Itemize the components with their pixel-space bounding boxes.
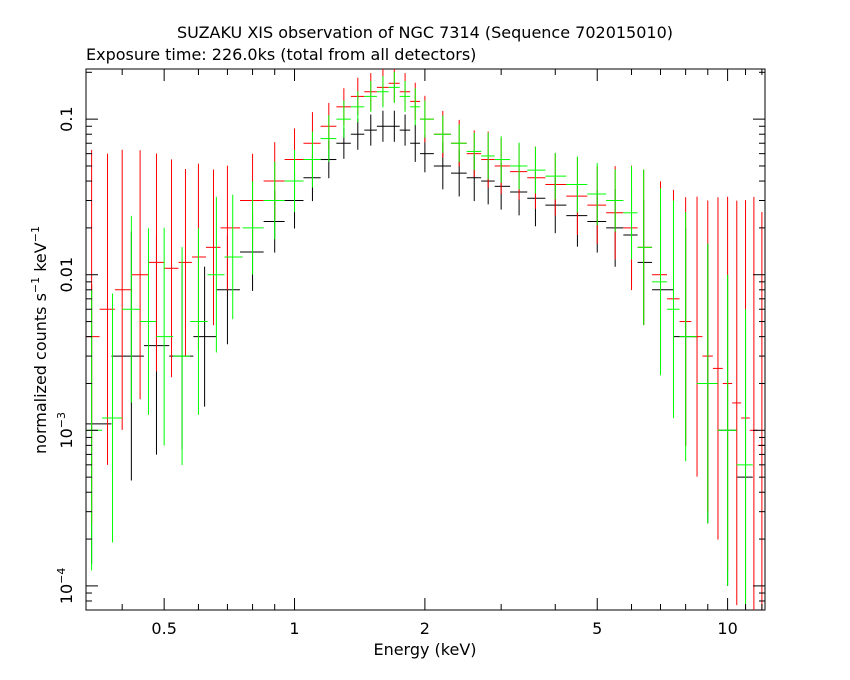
y-axis-label-exp1: −1: [29, 277, 42, 293]
y-tick-label: 10−4: [55, 568, 76, 605]
y-tick-label-exp: −3: [55, 412, 68, 428]
chart-title: SUZAKU XIS observation of NGC 7314 (Sequ…: [177, 23, 673, 42]
x-tick-label: 10: [717, 619, 737, 638]
series-0: [86, 110, 753, 610]
y-axis-label-exp2: −1: [29, 226, 42, 242]
y-tick-label: 0.01: [57, 257, 76, 293]
y-tick-label: 0.1: [57, 106, 76, 131]
chart-subtitle: Exposure time: 226.0ks (total from all d…: [86, 45, 476, 64]
x-axis-label: Energy (keV): [373, 640, 476, 659]
y-tick-label-base: 10: [57, 428, 76, 448]
x-tick-label: 1: [289, 619, 299, 638]
plot-frame: [85, 68, 766, 611]
series-2: [86, 71, 753, 610]
y-tick-label-base: 0.01: [57, 257, 76, 293]
y-tick-label-base: 0.1: [57, 106, 76, 131]
y-axis-label-mid: keV: [31, 242, 50, 277]
series-1: [86, 69, 765, 610]
x-tick-label: 0.5: [151, 619, 176, 638]
y-tick-label: 10−3: [55, 412, 76, 449]
y-tick-label-exp: −4: [55, 568, 68, 584]
y-axis-label-main: normalized counts s: [31, 293, 50, 454]
y-tick-label-base: 10: [57, 584, 76, 604]
series-layer: [86, 69, 765, 610]
y-axis-label: normalized counts s−1 keV−1: [29, 226, 50, 454]
x-tick-label: 2: [420, 619, 430, 638]
x-tick-label: 5: [592, 619, 602, 638]
